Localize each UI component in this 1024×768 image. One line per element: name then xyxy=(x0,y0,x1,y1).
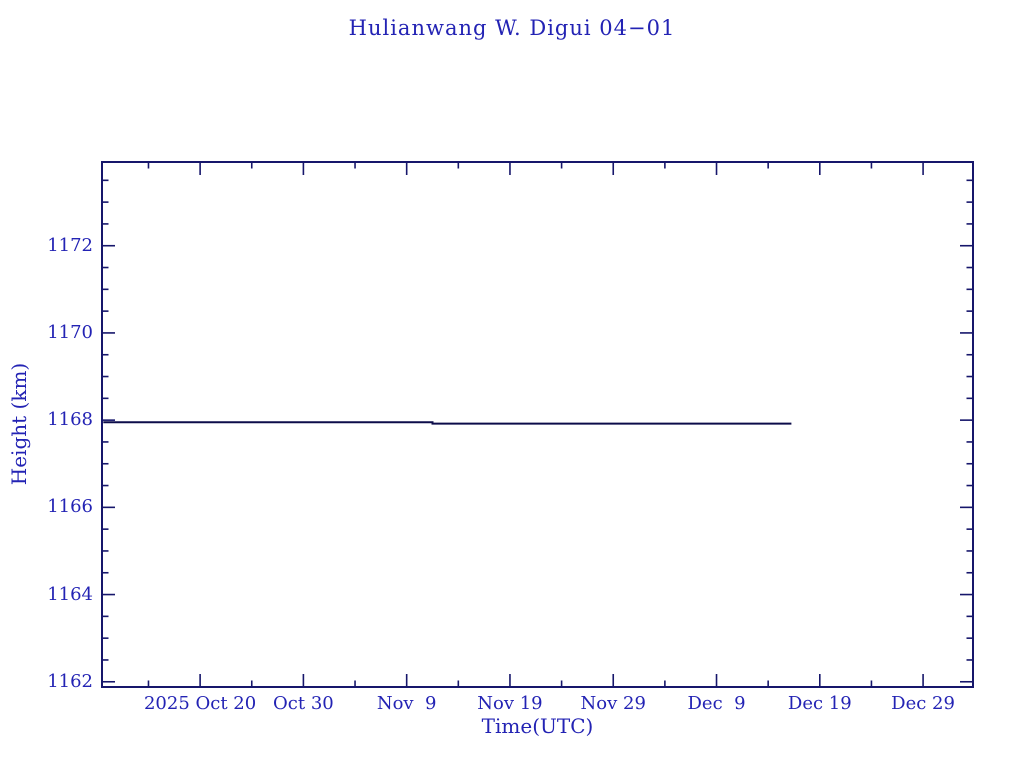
chart-title: Hulianwang W. Digui 04−01 xyxy=(348,16,676,40)
x-tick-label: Dec 19 xyxy=(787,693,852,714)
x-axis-title: Time(UTC) xyxy=(481,714,594,738)
x-tick-label: 2025 Oct 20 xyxy=(143,693,257,714)
data-line-orbit-height xyxy=(103,421,792,425)
y-tick-label: 1172 xyxy=(47,234,93,256)
x-tick-label: Nov 19 xyxy=(477,693,543,714)
plot-frame xyxy=(101,161,974,688)
x-tick-label: Nov 9 xyxy=(376,693,437,714)
y-tick-label: 1162 xyxy=(47,670,93,692)
y-tick-label: 1166 xyxy=(47,496,93,518)
x-tick-label: Nov 29 xyxy=(580,693,646,714)
x-tick-label: Dec 29 xyxy=(891,693,955,714)
y-tick-label: 1170 xyxy=(47,321,93,343)
x-tick-label: Oct 30 xyxy=(273,693,334,714)
x-tick-label: Dec 9 xyxy=(687,693,746,714)
y-tick-label: 1168 xyxy=(47,409,93,431)
y-tick-label: 1164 xyxy=(47,583,93,605)
